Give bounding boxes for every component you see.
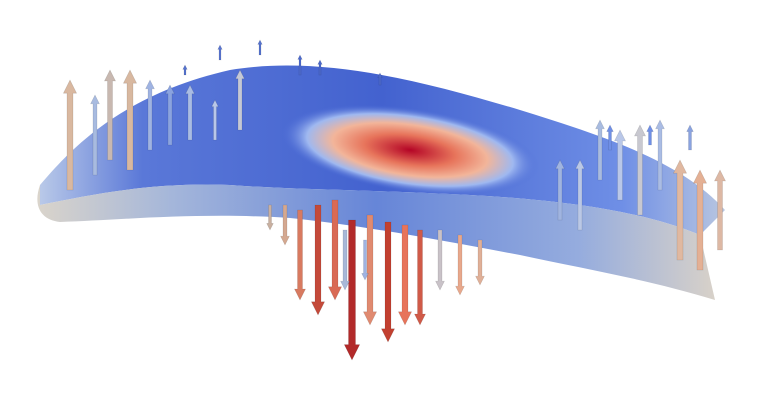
up-arrow-glyph [595,119,605,181]
up-arrow-glyph [297,54,303,76]
down-arrow-glyph [362,214,378,326]
down-arrow-glyph [340,229,350,291]
down-arrow-glyph [361,239,369,281]
down-arrow-glyph [380,221,396,343]
up-arrow-glyph [62,79,78,191]
up-arrow-glyph [614,129,626,201]
up-arrow-glyph [235,69,245,131]
up-arrow-glyph [634,124,646,216]
up-arrow-glyph [606,124,614,151]
down-arrow-glyph [280,204,290,246]
up-arrow-glyph [185,84,195,141]
down-arrow-glyph [294,209,306,301]
up-arrow-glyph [692,169,708,271]
down-arrow-glyph [455,234,465,296]
up-arrow-glyph [211,99,219,141]
down-arrow-glyph [266,204,274,231]
down-arrow-glyph [435,229,445,291]
up-arrow-glyph [714,169,726,251]
upward-arrow-glyphs [62,39,726,271]
up-arrow-glyph [165,84,175,146]
down-arrow-glyph [343,219,361,361]
up-arrow-glyph [672,159,688,261]
down-arrow-glyph [414,229,426,326]
up-arrow-glyph [217,44,223,61]
slab-side-surface [37,184,716,300]
up-arrow-glyph [122,69,138,171]
up-arrow-glyph [377,72,383,86]
stress-hotspot [281,104,539,196]
up-arrow-glyph [145,79,155,151]
up-arrow-glyph [575,159,585,231]
up-arrow-glyph [104,69,116,161]
down-arrow-glyph [327,199,343,301]
down-arrow-glyph [475,239,485,286]
up-arrow-glyph [646,124,654,146]
up-arrow-glyph [90,94,100,176]
up-arrow-glyph [182,64,188,76]
up-arrow-glyph [257,39,263,56]
downward-arrow-glyphs [266,199,485,361]
down-arrow-glyph [310,204,326,316]
up-arrow-glyph [555,159,565,221]
down-arrow-glyph [397,224,413,326]
up-arrow-glyph [686,124,694,151]
up-arrow-glyph [655,119,665,191]
up-arrow-glyph [317,59,323,76]
